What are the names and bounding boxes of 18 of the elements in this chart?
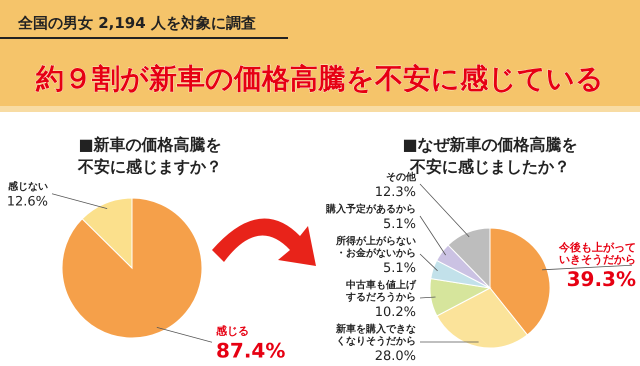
- slice-label: 購入予定があるから: [325, 203, 416, 215]
- slice-label: 所得が上がらない・お金がないから: [335, 235, 416, 259]
- data-label: 28.0%: [374, 349, 416, 364]
- data-label: 12.6%: [6, 194, 48, 210]
- slice-label: 感じる: [215, 324, 249, 338]
- slice-label: 中古車も値上げするだろうから: [345, 279, 417, 303]
- data-label: 5.1%: [382, 217, 416, 232]
- text: 全国の男女 2,194 人を対象に調査: [17, 14, 256, 32]
- text: 約９割が新車の価格高騰を不安に感じている: [35, 62, 604, 95]
- data-label: 39.3%: [566, 267, 636, 292]
- data-label: 10.2%: [374, 305, 416, 320]
- data-label: 87.4%: [216, 338, 286, 362]
- chart-title: ■新車の価格高騰を不安に感じますか？: [77, 135, 222, 176]
- data-label: 12.3%: [374, 185, 416, 200]
- slice-label: 今後も上がっていきそうだから: [558, 241, 636, 266]
- data-label: 5.1%: [382, 261, 416, 276]
- slice-label: 新車を購入できなくなりそうだから: [335, 323, 416, 347]
- slice-label: 感じない: [7, 180, 48, 193]
